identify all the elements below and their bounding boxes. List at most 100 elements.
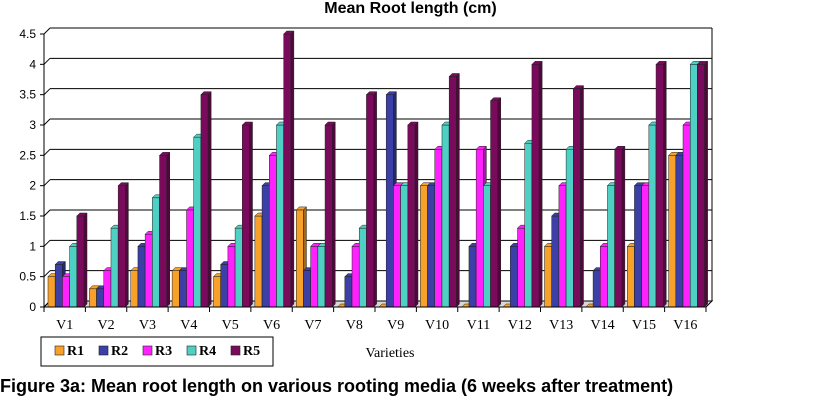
bar-front bbox=[227, 246, 236, 308]
bar-front bbox=[220, 264, 229, 308]
x-tick-label: V12 bbox=[508, 318, 532, 333]
bar-front bbox=[234, 227, 243, 308]
bar-R5-V11 bbox=[489, 97, 502, 308]
bar-front bbox=[254, 215, 263, 308]
bar-front bbox=[96, 288, 105, 308]
bar-front bbox=[600, 246, 608, 308]
bar-front bbox=[117, 185, 126, 308]
bar-side bbox=[166, 151, 170, 308]
bar-front bbox=[675, 155, 684, 308]
bar-front bbox=[524, 142, 533, 308]
bar-front bbox=[213, 276, 221, 308]
bar-R5-V10 bbox=[448, 72, 460, 308]
legend-swatch-R1 bbox=[54, 345, 65, 356]
bar-side bbox=[249, 121, 253, 308]
bar-front bbox=[648, 124, 657, 308]
bar-side bbox=[414, 121, 419, 308]
bar-front bbox=[317, 246, 326, 308]
legend-swatch-R4 bbox=[186, 345, 197, 356]
bar-front bbox=[283, 33, 292, 308]
grid-diagonal bbox=[43, 179, 51, 187]
bar-front bbox=[358, 227, 367, 308]
bar-side bbox=[497, 97, 501, 308]
x-axis: V1 V2 V3 V4 V5 V6 V7 V8 V9 V10 V11 V12 V13 V14 V15 V16 bbox=[43, 306, 707, 333]
y-tick-label: 1 bbox=[29, 239, 36, 253]
legend-label-R4: R4 bbox=[199, 344, 216, 359]
legend-swatch-R5 bbox=[230, 345, 241, 356]
bar-front bbox=[427, 185, 436, 308]
bar-front bbox=[475, 149, 484, 308]
bar-front bbox=[558, 185, 567, 308]
bar-side bbox=[373, 91, 377, 308]
bar-R5-V8 bbox=[365, 91, 378, 308]
bar-front bbox=[614, 149, 623, 308]
bar-R5-V12 bbox=[531, 60, 543, 308]
bar-side bbox=[456, 72, 460, 308]
bar-side bbox=[663, 60, 667, 308]
bar-front bbox=[490, 100, 498, 308]
bar-R5-V2 bbox=[117, 182, 129, 308]
bar-front bbox=[573, 88, 581, 308]
bar-front bbox=[269, 155, 277, 308]
bar-front bbox=[668, 155, 677, 308]
y-tick-label: 4.5 bbox=[19, 27, 36, 41]
bar-front bbox=[344, 276, 353, 308]
bar-front bbox=[407, 124, 416, 308]
bar-front bbox=[137, 246, 146, 308]
bar-R5-V16 bbox=[696, 60, 709, 308]
bar-front bbox=[366, 94, 374, 308]
bar-side bbox=[580, 84, 584, 308]
grid-diagonal bbox=[43, 148, 51, 156]
y-tick-label: 4 bbox=[29, 57, 36, 71]
x-tick-label: V7 bbox=[304, 318, 321, 333]
legend-swatch-R2 bbox=[98, 345, 109, 356]
bar-R5-V7 bbox=[324, 121, 336, 308]
legend: R1 R2 R3 R4 R5 bbox=[40, 336, 274, 367]
bar-front bbox=[152, 197, 160, 308]
x-tick-label: V3 bbox=[139, 318, 156, 333]
bar-R5-V14 bbox=[614, 145, 626, 308]
bar-side bbox=[207, 91, 212, 308]
x-tick-label: V2 bbox=[98, 318, 115, 333]
grid-diagonal bbox=[43, 209, 51, 217]
grid-diagonal bbox=[43, 239, 51, 247]
bar-front bbox=[179, 270, 187, 308]
bar-front bbox=[420, 185, 428, 308]
bar-front bbox=[47, 276, 56, 308]
bar-front bbox=[634, 185, 642, 308]
bar-front bbox=[441, 124, 450, 308]
bar-front bbox=[200, 94, 209, 308]
x-tick-label: V16 bbox=[673, 318, 697, 333]
y-tick-label: 2 bbox=[29, 179, 36, 193]
grid-diagonal bbox=[43, 27, 51, 35]
bar-side bbox=[538, 60, 543, 308]
bar-R5-V5 bbox=[241, 121, 254, 308]
bar-front bbox=[592, 270, 601, 308]
grid-diagonal bbox=[43, 118, 51, 126]
bar-front bbox=[483, 185, 491, 308]
x-axis-label: Varieties bbox=[365, 346, 415, 361]
x-tick-label: V6 bbox=[263, 318, 280, 333]
y-tick-label: 0.5 bbox=[19, 270, 36, 284]
bar-front bbox=[261, 185, 270, 308]
bar-front bbox=[627, 246, 635, 308]
x-tick-label: V9 bbox=[387, 318, 404, 333]
bar-front bbox=[689, 64, 698, 308]
bar-front bbox=[641, 185, 650, 308]
figure-caption: Figure 3a: Mean root length on various r… bbox=[0, 376, 674, 396]
bar-front bbox=[76, 215, 85, 308]
bar-front bbox=[193, 136, 202, 308]
x-tick-label: V13 bbox=[549, 318, 573, 333]
bar-front bbox=[69, 246, 78, 308]
bar-front bbox=[697, 64, 705, 308]
bar-front bbox=[310, 246, 319, 308]
y-tick-label: 2.5 bbox=[19, 148, 36, 162]
bar-front bbox=[682, 124, 691, 308]
bar-R5-V4 bbox=[200, 91, 212, 308]
bar-front bbox=[531, 64, 540, 308]
legend-label-R3: R3 bbox=[155, 344, 172, 359]
chart-title: Mean Root length (cm) bbox=[324, 0, 497, 17]
grid-diagonal bbox=[43, 270, 51, 278]
bar-front bbox=[276, 124, 284, 308]
